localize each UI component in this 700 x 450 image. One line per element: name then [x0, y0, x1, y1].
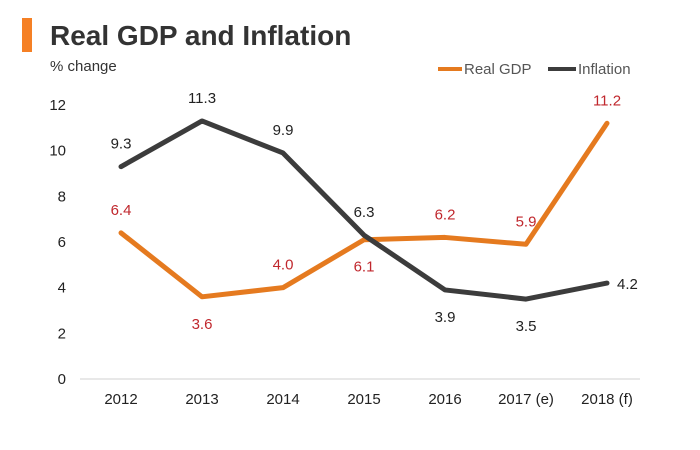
- y-tick-label: 2: [58, 325, 66, 342]
- legend-label-real-gdp: Real GDP: [464, 61, 532, 78]
- y-tick-label: 6: [58, 234, 66, 251]
- inflation-data-label: 11.3: [188, 90, 216, 107]
- chart-title: Real GDP and Inflation: [50, 20, 351, 51]
- x-tick-label: 2018 (f): [581, 391, 633, 408]
- x-tick-label: 2014: [266, 391, 299, 408]
- x-tick-label: 2015: [347, 391, 380, 408]
- inflation-data-label: 9.3: [111, 136, 132, 153]
- y-axis: 0 2 4 6 8 10 12: [49, 97, 66, 388]
- x-tick-label: 2017 (e): [498, 391, 554, 408]
- real-gdp-data-label: 4.0: [273, 257, 294, 274]
- inflation-data-label: 6.3: [354, 204, 375, 221]
- x-tick-label: 2016: [428, 391, 461, 408]
- legend-label-inflation: Inflation: [578, 61, 631, 78]
- real-gdp-data-label: 6.4: [111, 202, 132, 219]
- y-tick-label: 10: [49, 143, 66, 160]
- real-gdp-data-label: 5.9: [516, 213, 537, 230]
- inflation-data-label: 3.9: [435, 309, 456, 326]
- x-tick-label: 2012: [104, 391, 137, 408]
- real-gdp-data-label: 6.2: [435, 206, 456, 223]
- y-tick-label: 12: [49, 97, 66, 114]
- y-tick-label: 4: [58, 280, 66, 297]
- real-gdp-data-label: 6.1: [354, 259, 375, 276]
- real-gdp-data-label: 3.6: [192, 316, 213, 333]
- title-accent-bar: [22, 18, 32, 52]
- inflation-data-label: 4.2: [617, 276, 638, 293]
- y-tick-label: 8: [58, 188, 66, 205]
- legend: Real GDP Inflation: [438, 61, 631, 78]
- x-tick-label: 2013: [185, 391, 218, 408]
- data-labels: 6.4 3.6 4.0 6.1 6.2 5.9 11.2 9.3 11.3 9.9 6.3 3.9 3.…: [111, 90, 638, 335]
- inflation-data-label: 3.5: [516, 318, 537, 335]
- series-lines: [118, 118, 610, 302]
- inflation-data-label: 9.9: [273, 122, 294, 139]
- real-gdp-data-label: 11.2: [593, 92, 621, 109]
- x-axis: 2012 2013 2014 2015 2016 2017 (e) 2018 (f): [104, 391, 633, 408]
- chart-subtitle: % change: [50, 58, 117, 75]
- y-tick-label: 0: [58, 371, 66, 388]
